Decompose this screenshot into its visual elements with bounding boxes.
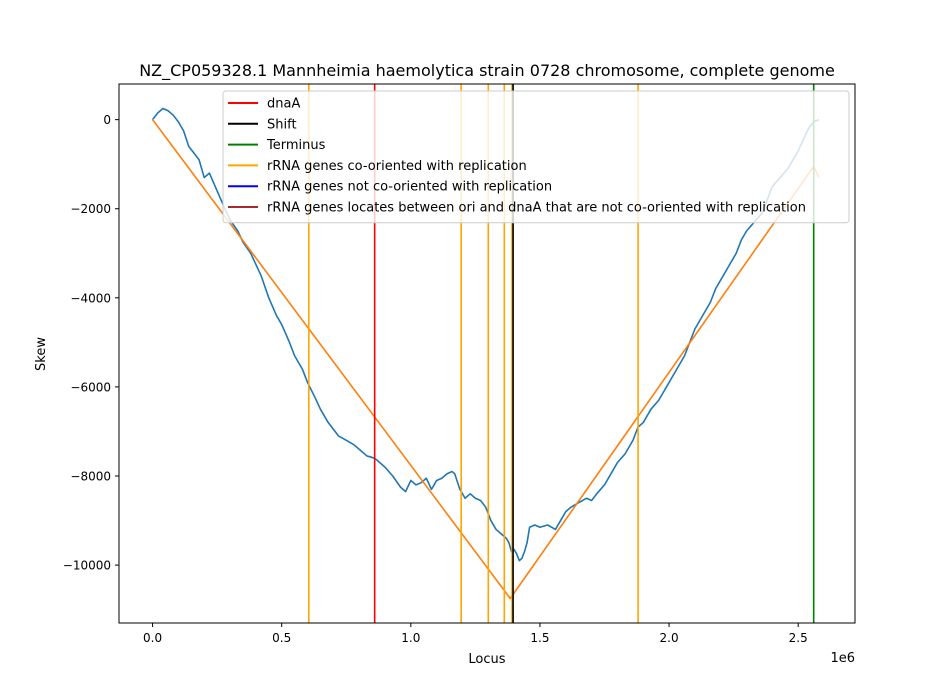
legend-label: rRNA genes locates between ori and dnaA … [267, 201, 806, 216]
y-axis: 0 −2000 −4000 −6000 −8000 −10000 [63, 113, 119, 573]
legend-label: Terminus [266, 138, 326, 153]
chart-title: NZ_CP059328.1 Mannheimia haemolytica str… [139, 61, 835, 81]
y-tick-label: −10000 [63, 559, 111, 573]
y-tick-label: −6000 [70, 380, 111, 394]
legend-box [222, 90, 850, 224]
legend-label: Shift [267, 117, 297, 132]
legend-label: dnaA [267, 97, 300, 112]
x-axis: 0.0 0.5 1.0 1.5 2.0 2.5 [143, 623, 808, 645]
y-tick-label: −4000 [70, 291, 111, 305]
x-axis-label: Locus [468, 652, 505, 667]
skew-series-line [151, 107, 820, 562]
plot-frame [118, 83, 856, 624]
x-tick-label: 2.0 [660, 631, 679, 645]
x-tick-label: 1.0 [401, 631, 420, 645]
y-tick-label: 0 [103, 113, 111, 127]
y-tick-label: −2000 [70, 202, 111, 216]
x-tick-label: 2.5 [789, 631, 808, 645]
legend: dnaA Shift Terminus rRNA genes co-oriented … [222, 90, 850, 224]
y-tick-label: −8000 [70, 470, 111, 484]
legend-label: rRNA genes not co-oriented with replicat… [267, 180, 552, 195]
x-axis-scale-label: 1e6 [830, 651, 855, 666]
legend-label: rRNA genes co-oriented with replication [267, 159, 527, 174]
y-axis-label: Skew [34, 337, 49, 371]
x-tick-label: 1.5 [530, 631, 549, 645]
x-tick-label: 0.0 [143, 631, 162, 645]
x-tick-label: 0.5 [272, 631, 291, 645]
